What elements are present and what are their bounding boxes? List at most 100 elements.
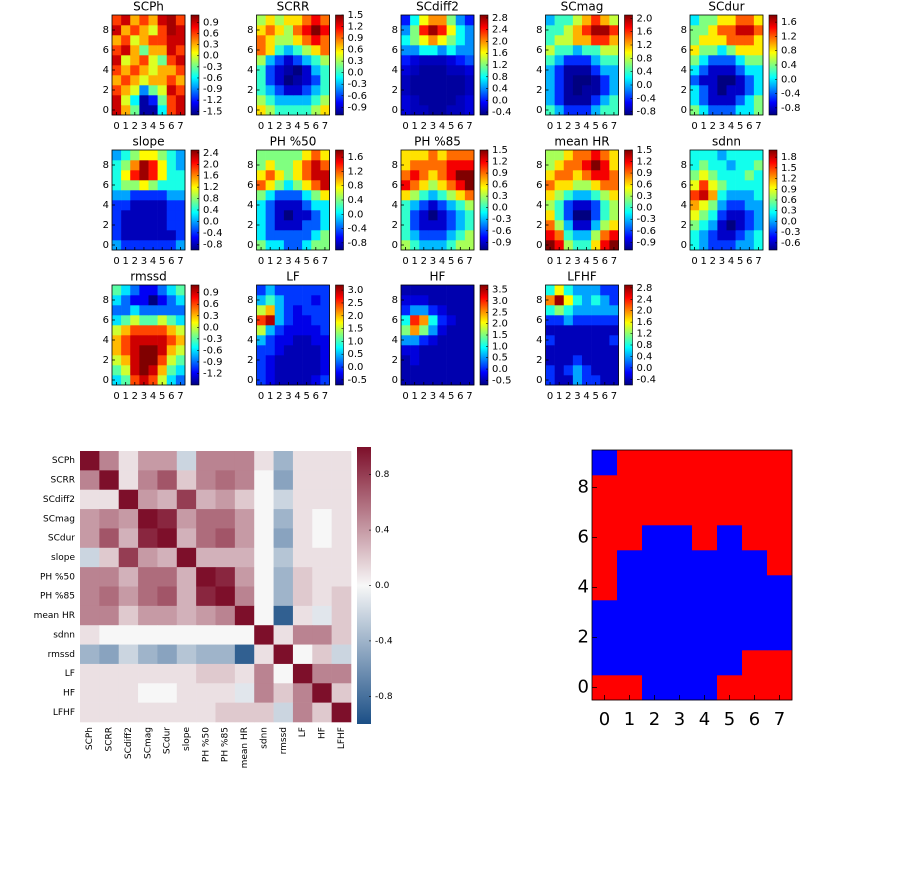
cell — [446, 25, 457, 36]
colorbar-tick-label: 0.0 — [348, 209, 364, 220]
cell — [600, 95, 610, 106]
cell — [419, 345, 429, 356]
cell — [464, 210, 475, 221]
cell — [609, 200, 619, 211]
cell — [274, 325, 285, 336]
cell — [175, 325, 186, 336]
cell — [196, 528, 216, 549]
x-tick-label: 2 — [276, 256, 282, 267]
cell — [582, 105, 592, 116]
cell — [419, 25, 429, 36]
cell — [265, 45, 276, 56]
cell — [464, 240, 475, 251]
cell — [130, 180, 140, 191]
cell — [667, 550, 693, 576]
y-tick-label: 8 — [392, 25, 398, 36]
cell — [234, 509, 255, 529]
cell — [320, 170, 330, 181]
x-tick-label: 0 — [547, 391, 553, 402]
cell — [99, 528, 120, 549]
cell — [401, 200, 411, 211]
colorbar-tick-label: 0.9 — [203, 288, 219, 299]
chart-title: SCmag — [561, 0, 604, 14]
x-tick-label: 6 — [457, 256, 463, 267]
cell — [292, 702, 313, 723]
cell — [735, 45, 746, 56]
cell — [293, 180, 303, 191]
cell — [428, 345, 438, 356]
chart-title: SCPh — [133, 0, 164, 14]
cell — [410, 45, 420, 56]
colorbar — [624, 149, 633, 251]
cell — [121, 200, 131, 211]
cell — [312, 509, 332, 529]
cell — [401, 210, 411, 221]
y-tick-label: 6 — [681, 45, 687, 56]
cell — [256, 170, 266, 181]
cell — [292, 663, 313, 684]
cell — [554, 75, 565, 86]
cell — [302, 95, 312, 106]
cell — [292, 567, 313, 587]
cell — [699, 180, 709, 191]
cell — [726, 65, 736, 76]
cell — [176, 567, 197, 587]
cell — [175, 35, 186, 46]
y-tick-label: 4 — [103, 200, 109, 211]
colorbar-tick-label: 2.8 — [637, 283, 653, 294]
cell — [148, 295, 158, 306]
x-tick-label: 5 — [448, 256, 454, 267]
chart-title: PH %85 — [414, 135, 461, 149]
cell — [708, 85, 718, 96]
cell — [196, 702, 216, 723]
cell — [726, 230, 736, 241]
cell — [274, 150, 285, 161]
cell — [311, 200, 321, 211]
cell — [464, 335, 475, 346]
cell — [744, 45, 755, 56]
cell — [148, 355, 158, 366]
cell — [196, 489, 216, 510]
x-tick-label: 7 — [177, 256, 183, 267]
plot-frame — [400, 149, 475, 251]
colorbar-tick-label: -0.8 — [375, 692, 393, 702]
cell — [410, 240, 420, 251]
cell — [410, 305, 420, 316]
colorbar-tick-label: -0.3 — [348, 79, 368, 90]
cell — [572, 170, 583, 181]
colorbar-tick-label: 0.3 — [203, 40, 219, 51]
colorbar-tick-label: -1.2 — [203, 368, 223, 379]
cell — [455, 55, 466, 66]
cell — [617, 575, 643, 601]
x-tick-label: 6 — [746, 121, 752, 132]
cell — [112, 170, 122, 181]
cell — [311, 45, 321, 56]
cell — [464, 365, 475, 376]
cell — [302, 345, 312, 356]
x-tick-label: 5 — [159, 121, 165, 132]
cell — [735, 85, 746, 96]
cell — [331, 451, 352, 471]
cell — [419, 285, 429, 296]
cell — [256, 55, 266, 66]
cell — [726, 180, 736, 191]
x-tick-label: 2 — [421, 256, 427, 267]
cell — [717, 550, 743, 576]
cell — [265, 150, 276, 161]
cell — [582, 35, 592, 46]
x-tick-label: 5 — [737, 256, 743, 267]
cell — [175, 305, 186, 316]
cell — [592, 550, 618, 576]
cell — [283, 160, 294, 171]
cell — [591, 305, 601, 316]
cell — [554, 210, 565, 221]
cell — [609, 75, 619, 86]
cell — [148, 95, 158, 106]
cell — [744, 105, 755, 116]
cell — [726, 200, 736, 211]
cell — [717, 500, 743, 526]
cell — [157, 150, 168, 161]
colorbar-tick-label: -0.3 — [637, 214, 657, 225]
y-tick-label: 4 — [392, 65, 398, 76]
cell — [609, 335, 619, 346]
